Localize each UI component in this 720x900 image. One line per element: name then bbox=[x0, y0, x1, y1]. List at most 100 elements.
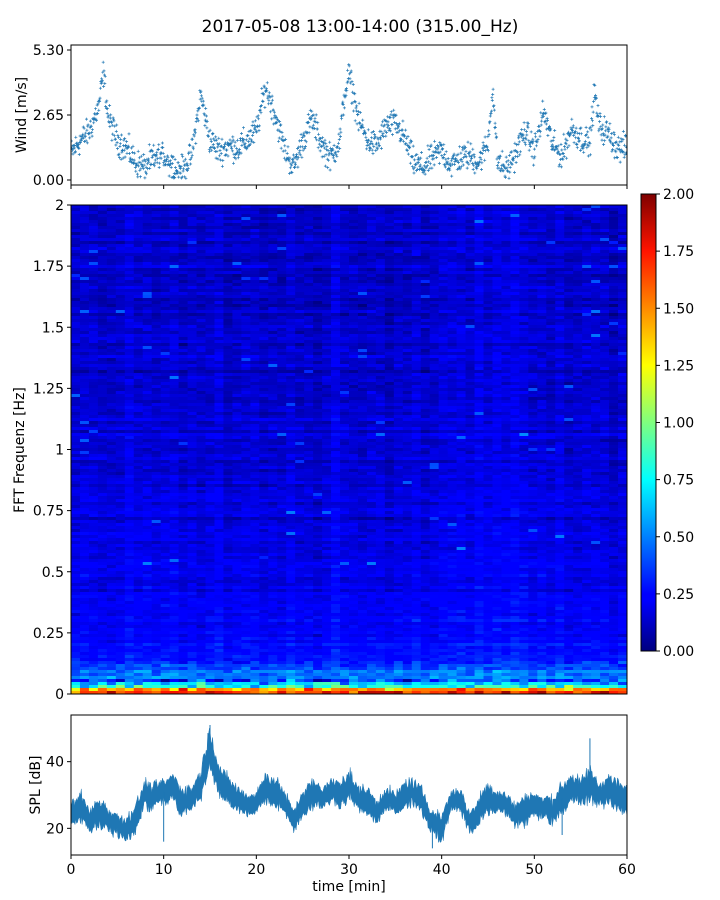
spectrogram-cell bbox=[241, 244, 251, 248]
spectrogram-cell bbox=[133, 649, 144, 653]
spectrogram-cell bbox=[133, 583, 144, 587]
spectrogram-cell bbox=[71, 445, 81, 449]
spectrogram-cell bbox=[313, 241, 323, 245]
spectrogram-cell bbox=[142, 622, 153, 626]
spectrogram-cell bbox=[295, 550, 305, 554]
spectrogram-cell bbox=[169, 661, 180, 665]
spectrogram-cell bbox=[79, 217, 90, 221]
spectrogram-cell bbox=[259, 277, 269, 281]
spectrogram-cell bbox=[322, 685, 332, 689]
spectrogram-cell bbox=[286, 319, 296, 323]
spectrogram-cell bbox=[124, 523, 135, 527]
spectrogram-cell bbox=[178, 538, 188, 542]
spectrogram-cell bbox=[196, 376, 206, 380]
spectrogram-cell bbox=[340, 418, 350, 422]
spectrogram-cell bbox=[331, 379, 341, 383]
spectrogram-cell bbox=[79, 379, 90, 383]
spectrogram-cell bbox=[124, 436, 135, 440]
spectrogram-cell bbox=[241, 289, 251, 293]
spectrogram-cell bbox=[214, 682, 224, 686]
spectrogram-cell bbox=[178, 283, 188, 287]
spectrogram-cell bbox=[295, 655, 305, 659]
spectrogram-cell bbox=[151, 625, 162, 629]
spectrogram-cell bbox=[241, 286, 251, 290]
spectrogram-cell bbox=[313, 580, 323, 584]
spectrogram-cell bbox=[223, 304, 233, 308]
spectrogram-cell bbox=[304, 670, 314, 674]
spectrogram-cell bbox=[259, 262, 269, 266]
spectrogram-cell bbox=[79, 391, 90, 395]
spectrogram-cell bbox=[160, 412, 171, 416]
spectrogram-cell bbox=[331, 517, 341, 521]
spectrogram-cell bbox=[115, 367, 126, 371]
spectrogram-cell bbox=[295, 589, 305, 593]
spectrogram-cell bbox=[331, 391, 341, 395]
spectrogram-cell bbox=[196, 592, 206, 596]
spectrogram-cell bbox=[97, 271, 108, 275]
spectrogram-cell bbox=[313, 406, 323, 410]
spectrogram-cell bbox=[97, 577, 108, 581]
spectrogram-cell bbox=[196, 529, 206, 533]
spectrogram-cell bbox=[79, 562, 90, 566]
spectrogram-cell bbox=[259, 460, 269, 464]
spectrogram-cell bbox=[151, 673, 162, 677]
spectrogram-cell bbox=[196, 562, 206, 566]
spectrogram-cell bbox=[196, 319, 206, 323]
spectrogram-cell bbox=[196, 571, 206, 575]
spectrogram-cell bbox=[205, 325, 215, 329]
spectrogram-cell bbox=[304, 529, 314, 533]
spectrogram-cell bbox=[79, 520, 90, 524]
spectrogram-cell bbox=[106, 526, 117, 530]
spectrogram-cell bbox=[268, 271, 278, 275]
spectrogram-cell bbox=[133, 556, 144, 560]
spectrogram-cell bbox=[115, 478, 126, 482]
spectrogram-cell bbox=[97, 337, 108, 341]
spectrogram-cell bbox=[169, 235, 180, 239]
spectrogram-cell bbox=[79, 610, 90, 614]
spectrogram-cell bbox=[241, 679, 251, 683]
spectrogram-cell bbox=[232, 217, 242, 221]
spectrogram-cell bbox=[259, 475, 269, 479]
spectrogram-cell bbox=[71, 628, 81, 632]
spectrogram-cell bbox=[115, 601, 126, 605]
spectrogram-cell bbox=[331, 316, 341, 320]
spectrogram-cell bbox=[106, 517, 117, 521]
spectrogram-cell bbox=[142, 352, 153, 356]
spectrogram-cell bbox=[268, 262, 278, 266]
spectrogram-cell bbox=[160, 682, 171, 686]
spectrogram-cell bbox=[268, 292, 278, 296]
spectrogram-cell bbox=[97, 307, 108, 311]
spectrogram-cell bbox=[178, 499, 188, 503]
spectrogram-cell bbox=[304, 385, 314, 389]
spectrogram-cell bbox=[286, 265, 296, 269]
spectrogram-cell bbox=[268, 556, 278, 560]
spectrogram-cell bbox=[205, 526, 215, 530]
spectrogram-cell bbox=[322, 619, 332, 623]
spectrogram-cell bbox=[79, 499, 90, 503]
spectrogram-cell bbox=[169, 316, 180, 320]
spectrogram-cell bbox=[187, 496, 197, 500]
spectrogram-cell bbox=[214, 640, 224, 644]
spectrogram-cell bbox=[106, 322, 117, 326]
spectrogram-cell bbox=[286, 442, 296, 446]
spectrogram-cell bbox=[277, 436, 287, 440]
spectrogram-cell bbox=[187, 661, 197, 665]
spectrogram-cell bbox=[178, 475, 188, 479]
spectrogram-cell bbox=[88, 508, 99, 512]
spectrogram-cell bbox=[160, 397, 171, 401]
spectrogram-cell bbox=[277, 511, 287, 515]
spectrogram-cell bbox=[268, 394, 278, 398]
spectrogram-cell bbox=[160, 547, 171, 551]
spectrogram-cell bbox=[313, 310, 323, 314]
spectrogram-cell bbox=[169, 562, 180, 566]
spectrogram-cell bbox=[124, 307, 135, 311]
spectrogram-cell bbox=[304, 658, 314, 662]
spectrogram-cell bbox=[205, 337, 215, 341]
spectrogram-cell bbox=[250, 304, 260, 308]
spectrogram-cell bbox=[322, 466, 332, 470]
spectrogram-cell bbox=[133, 646, 144, 650]
spectrogram-cell bbox=[268, 616, 278, 620]
spectrogram-cell bbox=[133, 673, 144, 677]
spectrogram-cell bbox=[205, 253, 215, 257]
spectrogram-cell bbox=[142, 595, 153, 599]
